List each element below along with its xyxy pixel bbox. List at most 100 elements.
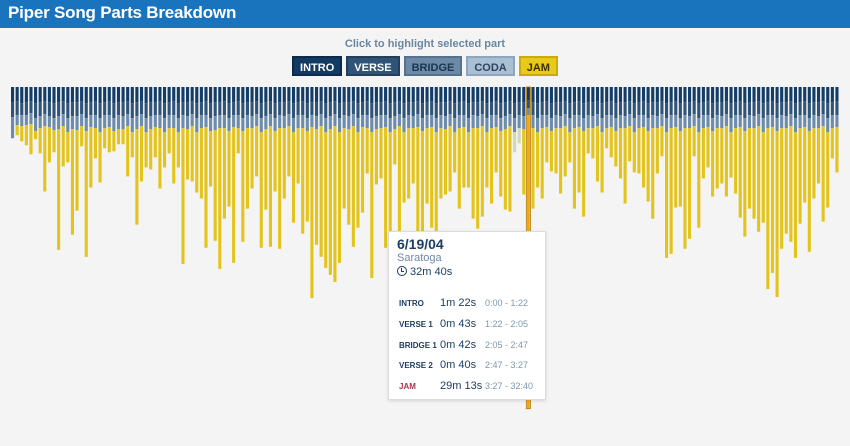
bar-bridge-segment[interactable] [494, 115, 498, 128]
bar-intro-segment[interactable] [282, 87, 286, 103]
bar-verse-segment[interactable] [282, 102, 286, 117]
bar-intro-segment[interactable] [618, 87, 623, 103]
bar-intro-segment[interactable] [232, 87, 236, 103]
bar-bridge-segment[interactable] [738, 115, 742, 128]
bar-intro-segment[interactable] [273, 87, 277, 104]
bar-verse-segment[interactable] [144, 103, 148, 119]
bar-bridge-segment[interactable] [549, 118, 553, 132]
bar-bridge-segment[interactable] [453, 118, 457, 133]
bar-jam-segment[interactable] [734, 128, 738, 194]
bar-intro-segment[interactable] [370, 87, 374, 104]
bar-jam-segment[interactable] [697, 132, 701, 228]
bar-verse-segment[interactable] [296, 102, 300, 116]
bar-intro-segment[interactable] [365, 87, 369, 102]
bar-verse-segment[interactable] [186, 102, 190, 117]
bar-jam-segment[interactable] [434, 132, 438, 253]
bar-jam-segment[interactable] [609, 127, 613, 158]
bar-bridge-segment[interactable] [195, 118, 199, 133]
bar-verse-segment[interactable] [743, 103, 747, 119]
bar-jam-segment[interactable] [268, 126, 273, 247]
bar-jam-segment[interactable] [830, 128, 834, 159]
bar-jam-segment[interactable] [692, 126, 696, 157]
bar-intro-segment[interactable] [697, 87, 701, 104]
bar-verse-segment[interactable] [333, 101, 337, 115]
bar-verse-segment[interactable] [572, 102, 576, 116]
bar-bridge-segment[interactable] [803, 115, 807, 128]
bar-jam-segment[interactable] [485, 132, 489, 188]
bar-jam-segment[interactable] [503, 129, 507, 210]
bar-bridge-segment[interactable] [609, 115, 613, 128]
bar-jam-segment[interactable] [393, 129, 397, 165]
bar-bridge-segment[interactable] [545, 115, 549, 128]
bar-intro-segment[interactable] [310, 87, 314, 103]
bar-verse-segment[interactable] [209, 103, 213, 119]
bar-bridge-segment[interactable] [586, 115, 590, 129]
bar-bridge-segment[interactable] [701, 115, 705, 129]
bar-intro-segment[interactable] [393, 87, 397, 103]
bar-bridge-segment[interactable] [628, 114, 632, 127]
bar-intro-segment[interactable] [209, 87, 213, 104]
bar-intro-segment[interactable] [522, 87, 526, 103]
bar-intro-segment[interactable] [674, 87, 678, 102]
bar-intro-segment[interactable] [623, 87, 627, 103]
bar-verse-segment[interactable] [126, 101, 130, 115]
bar-jam-segment[interactable] [273, 131, 277, 192]
bar-verse-segment[interactable] [416, 101, 420, 115]
bar-verse-segment[interactable] [462, 101, 466, 116]
bar-verse-segment[interactable] [388, 103, 392, 119]
bar-jam-segment[interactable] [181, 128, 185, 264]
bar-intro-segment[interactable] [24, 87, 28, 103]
bar-verse-segment[interactable] [591, 102, 595, 117]
bar-verse-segment[interactable] [757, 101, 761, 115]
bar-intro-segment[interactable] [503, 87, 507, 103]
bar-verse-segment[interactable] [402, 103, 406, 119]
bar-intro-segment[interactable] [47, 87, 51, 103]
bar-intro-segment[interactable] [803, 87, 807, 102]
bar-bridge-segment[interactable] [688, 116, 692, 129]
bar-verse-segment[interactable] [697, 103, 701, 119]
bar-bridge-segment[interactable] [757, 114, 761, 127]
bar-jam-segment[interactable] [66, 132, 70, 163]
bar-verse-segment[interactable] [319, 101, 323, 115]
bar-verse-segment[interactable] [384, 101, 388, 116]
bar-intro-segment[interactable] [29, 87, 33, 102]
bar-jam-segment[interactable] [361, 127, 365, 213]
bar-intro-segment[interactable] [301, 87, 305, 102]
bar-verse-segment[interactable] [34, 103, 38, 119]
bar-bridge-segment[interactable] [379, 115, 383, 129]
bar-intro-segment[interactable] [324, 87, 328, 104]
bar-bridge-segment[interactable] [328, 116, 332, 130]
bar-jam-segment[interactable] [84, 131, 88, 257]
bar-verse-segment[interactable] [513, 103, 517, 119]
bar-verse-segment[interactable] [701, 102, 705, 116]
bar-bridge-segment[interactable] [692, 114, 696, 127]
bar-jam-segment[interactable] [715, 128, 719, 189]
bar-verse-segment[interactable] [476, 102, 480, 117]
bar-verse-segment[interactable] [287, 101, 291, 115]
bar-verse-segment[interactable] [683, 102, 687, 116]
bar-jam-segment[interactable] [770, 127, 775, 273]
bar-bridge-segment[interactable] [291, 118, 296, 133]
bar-jam-segment[interactable] [775, 131, 779, 298]
bar-intro-segment[interactable] [149, 87, 153, 103]
bar-jam-segment[interactable] [209, 131, 213, 187]
bar-intro-segment[interactable] [107, 87, 111, 102]
bar-jam-segment[interactable] [218, 128, 222, 269]
bar-verse-segment[interactable] [637, 102, 641, 116]
bar-bridge-segment[interactable] [34, 118, 38, 132]
bar-intro-segment[interactable] [489, 87, 494, 103]
bar-bridge-segment[interactable] [614, 118, 618, 132]
bar-verse-segment[interactable] [793, 103, 798, 119]
bar-jam-segment[interactable] [24, 125, 28, 146]
bar-verse-segment[interactable] [361, 102, 365, 116]
bar-intro-segment[interactable] [181, 87, 185, 103]
bar-intro-segment[interactable] [466, 87, 471, 104]
bar-intro-segment[interactable] [162, 87, 167, 104]
bar-verse-segment[interactable] [245, 102, 249, 116]
bar-intro-segment[interactable] [830, 87, 834, 103]
bar-jam-segment[interactable] [430, 127, 434, 228]
bar-bridge-segment[interactable] [747, 115, 751, 129]
bar-jam-segment[interactable] [480, 126, 484, 217]
bar-bridge-segment[interactable] [259, 118, 263, 133]
bar-jam-segment[interactable] [374, 129, 378, 185]
